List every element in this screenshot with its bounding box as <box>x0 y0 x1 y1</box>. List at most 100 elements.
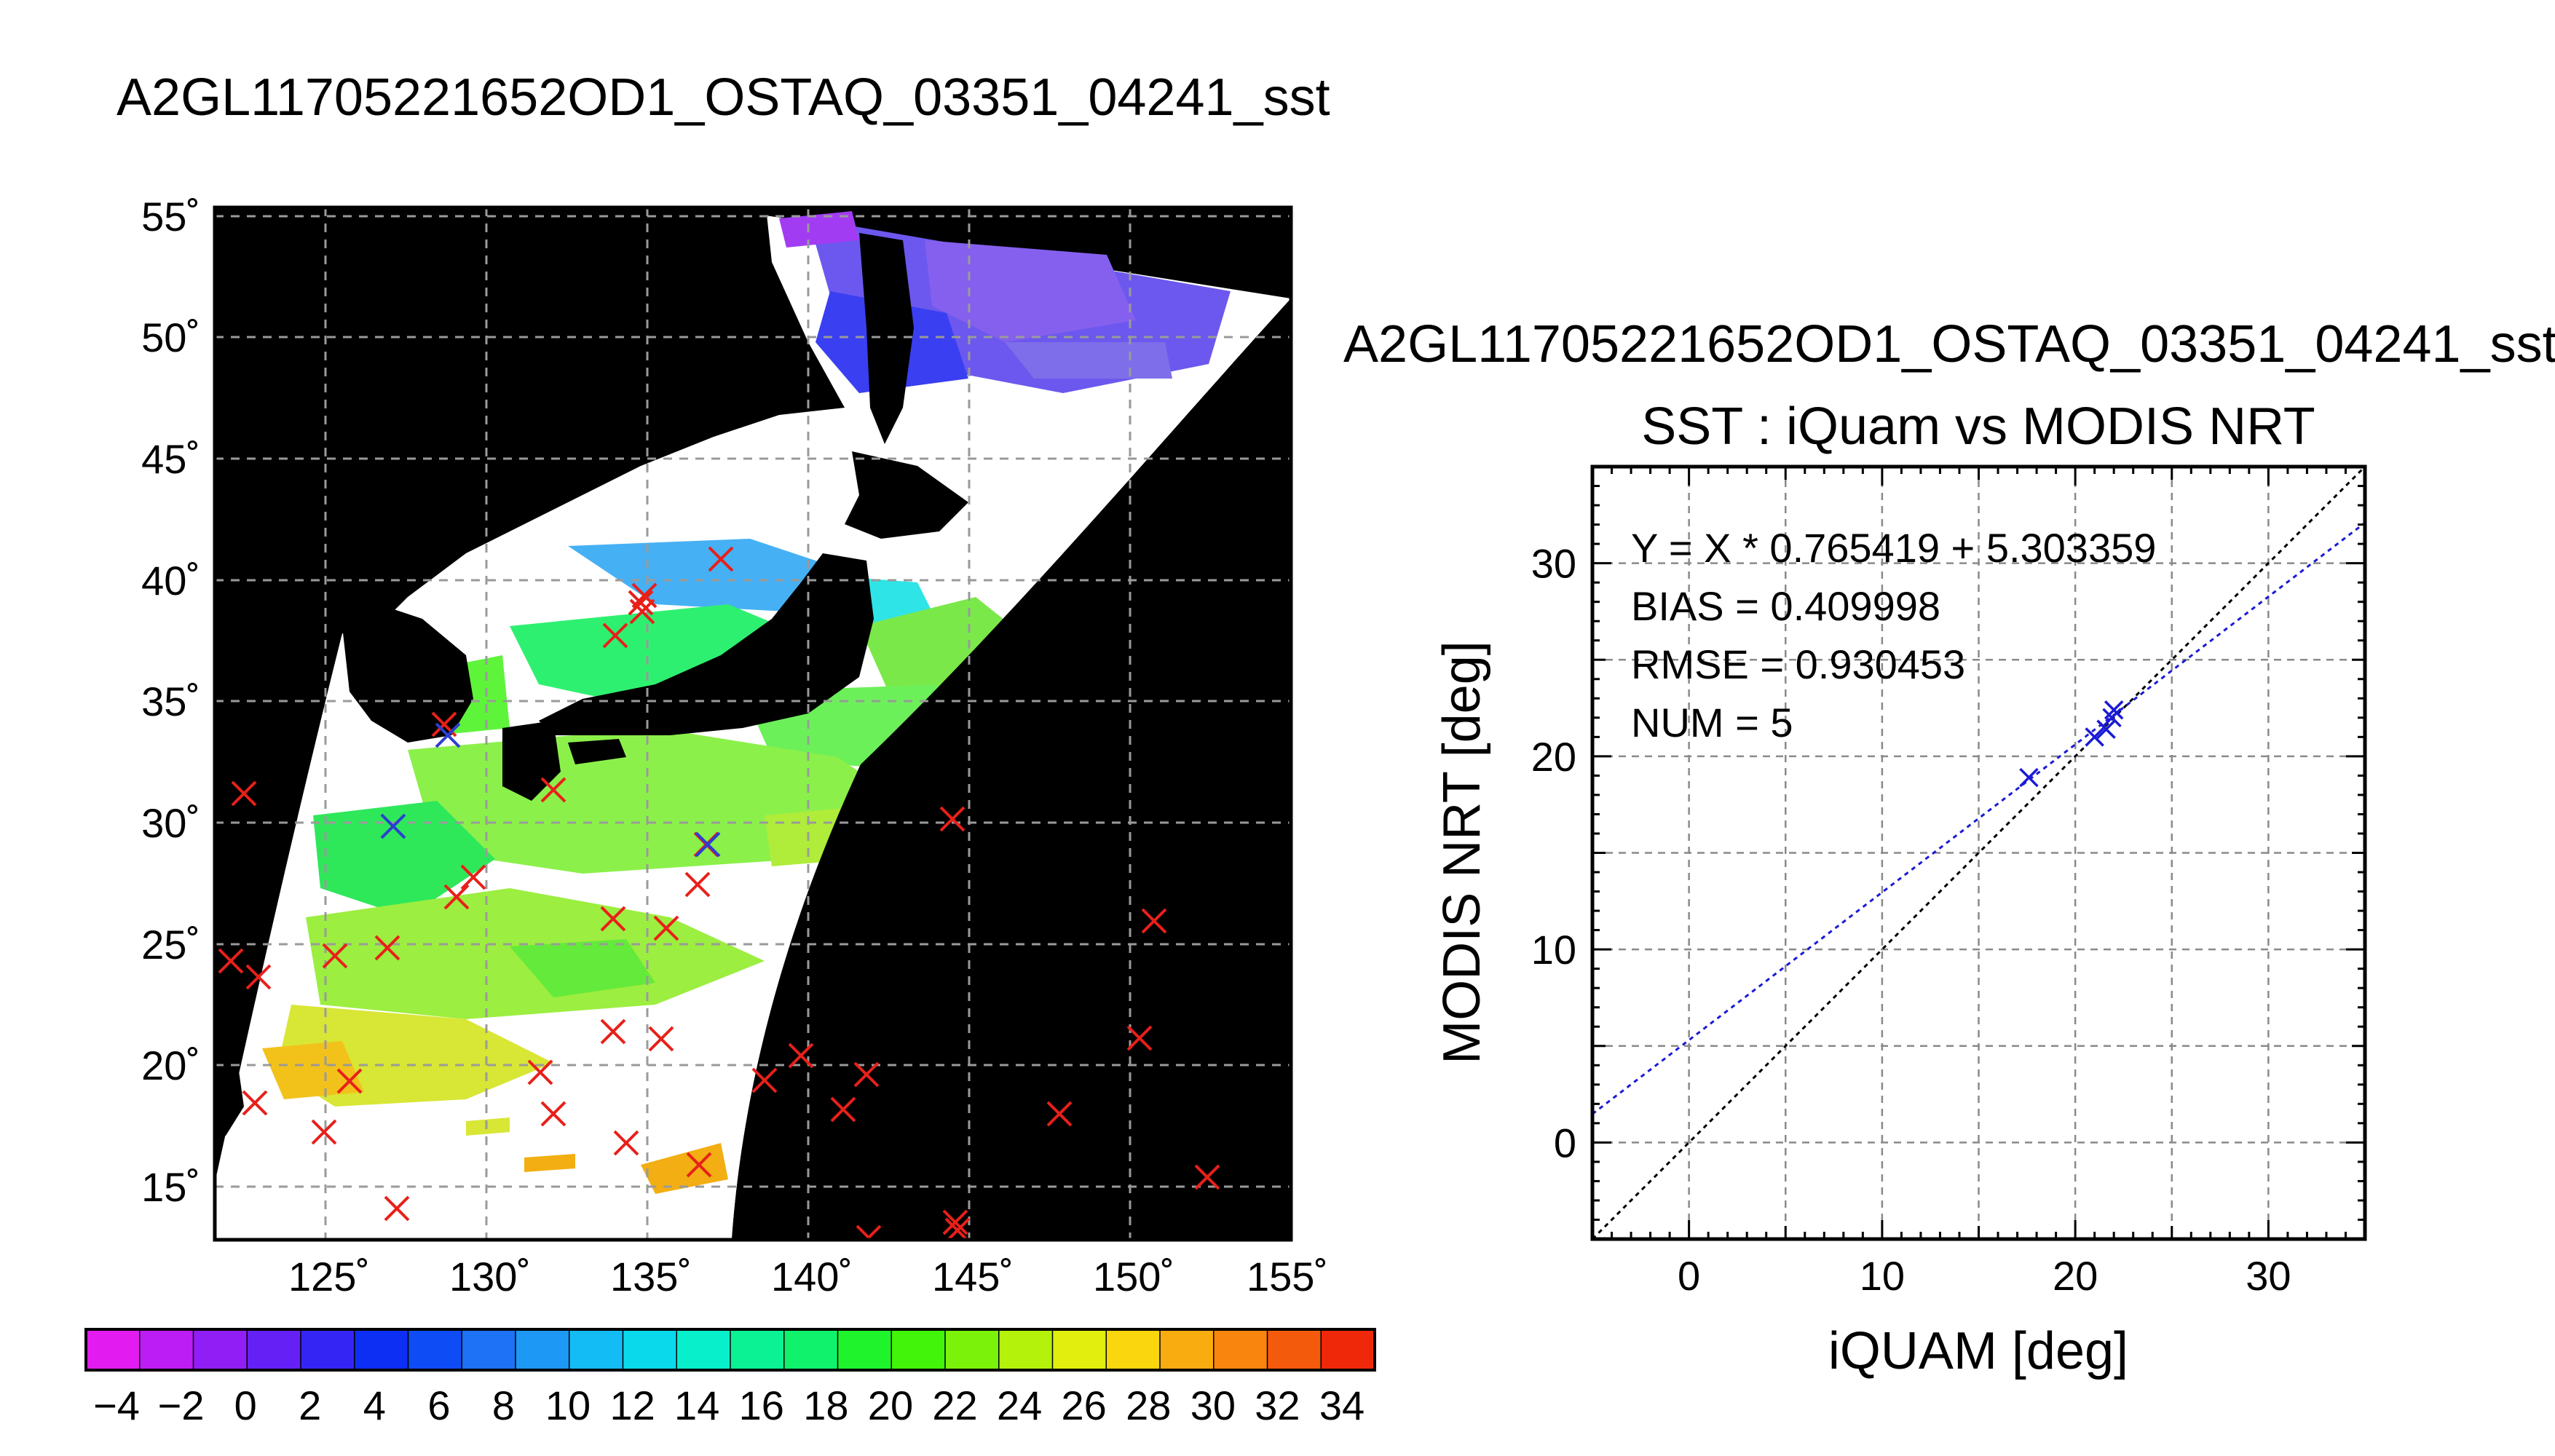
buoy-marker-blue <box>380 813 406 839</box>
lat-axis: 55˚ 50˚ 45˚ 40˚ 35˚ 30˚ 25˚ 20˚ 15˚ <box>141 194 200 1210</box>
colorbar-cell <box>1321 1329 1375 1370</box>
map-grid <box>215 207 1291 1240</box>
colorbar-label: −2 <box>158 1382 205 1428</box>
colorbar-label: 10 <box>545 1382 591 1428</box>
colorbar-cell <box>516 1329 570 1370</box>
lon-tick-label: 145˚ <box>932 1254 1014 1299</box>
buoy-marker-red <box>242 1090 268 1116</box>
colorbar-cell <box>837 1329 892 1370</box>
buoy-marker-red <box>1141 908 1167 934</box>
colorbar-cell <box>1160 1329 1215 1370</box>
regression-equation: Y = X * 0.765419 + 5.303359 <box>1631 525 2156 571</box>
buoy-marker-red <box>653 915 679 941</box>
colorbar-cell <box>1106 1329 1161 1370</box>
data-point <box>2102 708 2122 728</box>
buoy-marker-red <box>245 964 272 990</box>
colorbar-cell <box>139 1329 194 1370</box>
colorbar-label: 18 <box>803 1382 848 1428</box>
rmse-value: RMSE = 0.930453 <box>1631 641 1965 687</box>
stats-annotations: Y = X * 0.765419 + 5.303359 BIAS = 0.409… <box>1631 525 2156 745</box>
colorbar-label: 32 <box>1255 1382 1300 1428</box>
data-point <box>2085 727 2104 747</box>
lon-tick-label: 155˚ <box>1247 1254 1328 1299</box>
x-axis-label: iQUAM [deg] <box>1828 1322 2128 1380</box>
buoy-marker-red <box>460 864 486 890</box>
colorbar-cell <box>730 1329 785 1370</box>
colorbar-label: 0 <box>234 1382 257 1428</box>
y-tick-label: 30 <box>1531 541 1576 587</box>
colorbar-label: 8 <box>492 1382 515 1428</box>
buoy-marker-red <box>684 871 711 898</box>
lat-tick-label: 35˚ <box>141 678 200 724</box>
colorbar-cell <box>998 1329 1054 1370</box>
sst-field <box>262 211 1231 1194</box>
colorbar-label: 34 <box>1319 1382 1365 1428</box>
buoy-marker-red <box>631 582 657 609</box>
buoy-marker-red <box>613 1130 639 1156</box>
scatter-tick-labels: 0 10 20 30 0 10 20 30 <box>1531 541 2291 1299</box>
colorbar-cells <box>86 1329 1375 1370</box>
colorbar-label: 12 <box>609 1382 655 1428</box>
scatter-grid <box>1592 467 2365 1239</box>
lon-tick-label: 130˚ <box>449 1254 531 1299</box>
buoy-marker-red <box>540 1101 566 1127</box>
buoy-marker-red <box>708 546 734 572</box>
colorbar-cell <box>676 1329 731 1370</box>
data-point <box>2104 700 2124 720</box>
lat-tick-label: 25˚ <box>141 922 200 968</box>
buoy-marker-red <box>648 1026 674 1052</box>
scatter-ticks <box>1591 465 2366 1241</box>
buoy-marker-red <box>311 1119 337 1145</box>
buoy-marker-red <box>628 590 654 616</box>
colorbar-cell <box>193 1329 248 1370</box>
buoy-marker-red <box>1194 1164 1220 1190</box>
data-point <box>2096 719 2116 739</box>
colorbar-label: 4 <box>363 1382 386 1428</box>
buoy-marker-red <box>600 906 626 932</box>
colorbar-label: 16 <box>739 1382 784 1428</box>
colorbar-label: 14 <box>674 1382 719 1428</box>
lon-tick-label: 140˚ <box>771 1254 853 1299</box>
bias-value: BIAS = 0.409998 <box>1631 583 1940 629</box>
colorbar-cell <box>86 1329 141 1370</box>
sst-map: 55˚ 50˚ 45˚ 40˚ 35˚ 30˚ 25˚ 20˚ 15˚ 125˚… <box>141 194 1328 1299</box>
buoy-marker-blue <box>435 722 461 748</box>
lat-tick-label: 20˚ <box>141 1042 200 1088</box>
colorbar-label: 6 <box>427 1382 450 1428</box>
buoy-marker-red <box>942 1209 968 1235</box>
colorbar-cell <box>945 1329 1000 1370</box>
buoy-marker-red <box>939 806 965 832</box>
x-tick-label: 30 <box>2246 1253 2291 1299</box>
lon-axis: 125˚ 130˚ 135˚ 140˚ 145˚ 150˚ 155˚ <box>288 1254 1328 1299</box>
colorbar-cell <box>783 1329 839 1370</box>
y-tick-label: 20 <box>1531 734 1576 780</box>
colorbar-label: 22 <box>932 1382 977 1428</box>
lat-tick-label: 15˚ <box>141 1164 200 1210</box>
colorbar-cell <box>1213 1329 1268 1370</box>
colorbar-label: 2 <box>299 1382 321 1428</box>
lat-tick-label: 30˚ <box>141 800 200 846</box>
lat-tick-label: 55˚ <box>141 194 200 240</box>
land-hokkaido <box>845 451 968 539</box>
x-tick-label: 0 <box>1678 1253 1700 1299</box>
data-point <box>2019 767 2039 788</box>
buoy-marker-red <box>540 777 566 803</box>
colorbar-cell <box>891 1329 946 1370</box>
buoy-marker-red <box>374 935 400 961</box>
buoy-marker-red <box>218 948 244 974</box>
buoy-marker-red <box>602 622 628 649</box>
colorbar-label: 24 <box>997 1382 1042 1428</box>
colorbar-cell <box>623 1329 677 1370</box>
land-honshu <box>539 553 874 735</box>
scatter-plot: 0 10 20 30 0 10 20 30 Y = X * 0.765419 + 5.3033… <box>1433 464 2367 1380</box>
scatter-title: SST : iQuam vs MODIS NRT <box>1641 397 2315 456</box>
colorbar-cell <box>1267 1329 1322 1370</box>
land-sakhalin <box>859 233 914 444</box>
lat-tick-label: 45˚ <box>141 436 200 482</box>
scatter-suptitle: A2GL11705221652OD1_OSTAQ_03351_04241_sst <box>1343 315 2555 373</box>
buoy-marker-red <box>600 1018 626 1045</box>
buoy-marker-red <box>231 780 257 807</box>
colorbar: −4 −2 0 2 4 6 8 10 12 14 16 18 20 22 24 26 28 30 32 34 <box>84 1328 1376 1428</box>
lat-tick-label: 50˚ <box>141 314 200 360</box>
